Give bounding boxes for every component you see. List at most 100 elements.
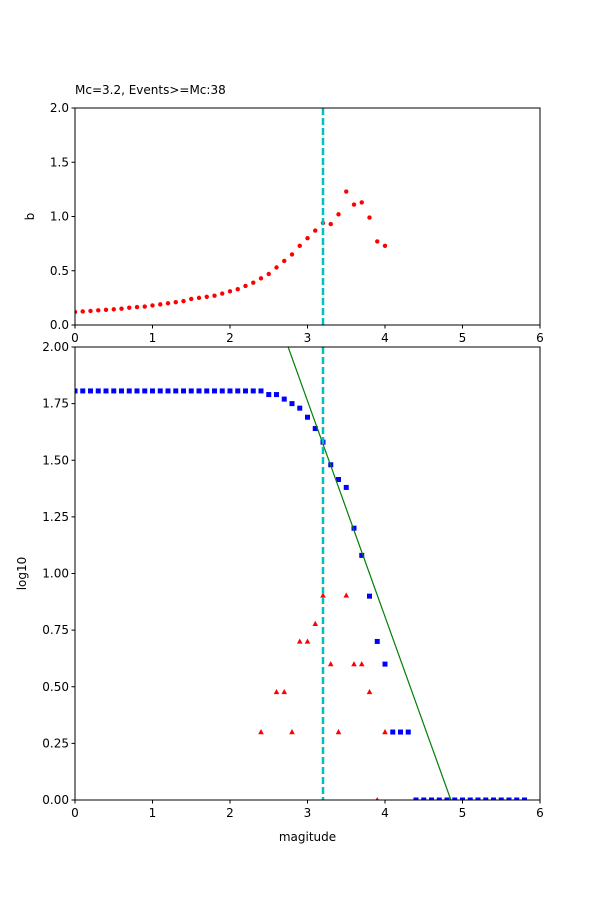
x-tick-label: 4 <box>381 331 389 345</box>
point <box>274 265 279 270</box>
x-tick-label: 1 <box>149 331 157 345</box>
point <box>127 305 132 310</box>
point <box>96 308 101 313</box>
point <box>382 243 388 248</box>
point <box>313 228 318 233</box>
point <box>80 309 85 314</box>
point <box>498 797 504 800</box>
point <box>235 388 241 394</box>
point <box>188 388 194 394</box>
point <box>297 243 302 248</box>
point <box>196 295 202 301</box>
point <box>134 388 140 394</box>
point <box>281 688 288 695</box>
point <box>126 388 132 394</box>
y-axis-label: log10 <box>15 557 29 591</box>
point <box>282 258 287 264</box>
point <box>75 388 78 394</box>
plot-area <box>75 347 527 800</box>
point <box>344 189 349 194</box>
point <box>336 212 341 217</box>
point <box>312 620 319 626</box>
point <box>390 729 396 735</box>
y-tick-label: 1.00 <box>42 567 69 581</box>
point <box>235 286 240 292</box>
point <box>327 661 334 667</box>
point <box>204 294 209 299</box>
point <box>374 638 380 644</box>
x-tick-label: 5 <box>459 331 467 345</box>
chart-title: Mc=3.2, Events>=Mc:38 <box>75 83 226 97</box>
point <box>398 729 403 735</box>
point <box>413 797 419 800</box>
point <box>266 392 272 398</box>
axes-frame <box>74 346 541 801</box>
point <box>173 388 179 394</box>
point <box>274 392 279 398</box>
y-tick-label: 2.0 <box>50 101 69 115</box>
y-tick-label: 1.50 <box>42 453 69 467</box>
point <box>157 388 163 394</box>
y-tick-label: 2.00 <box>42 340 69 354</box>
point <box>452 797 458 800</box>
point <box>196 388 202 394</box>
point <box>111 307 116 312</box>
y-tick-label: 0.25 <box>42 736 69 750</box>
point <box>351 202 357 207</box>
point <box>359 200 364 205</box>
point <box>305 236 310 241</box>
point <box>111 388 117 394</box>
point <box>258 276 264 281</box>
y-tick-label: 0.5 <box>50 264 69 278</box>
point <box>165 388 171 394</box>
point <box>483 797 489 800</box>
point <box>103 307 109 313</box>
point <box>251 280 256 285</box>
point <box>335 729 342 735</box>
x-tick-label: 2 <box>226 331 234 345</box>
point <box>243 388 248 394</box>
point <box>266 271 271 277</box>
point <box>281 396 287 402</box>
y-tick-label: 1.5 <box>50 155 69 169</box>
point <box>181 298 186 304</box>
point <box>289 729 295 735</box>
point <box>475 797 481 800</box>
point <box>312 426 318 432</box>
y-tick-label: 1.25 <box>42 510 69 524</box>
point <box>514 797 520 800</box>
y-tick-label: 0.75 <box>42 623 69 637</box>
point <box>142 388 148 394</box>
point <box>367 215 372 220</box>
fit-line <box>287 347 452 800</box>
point <box>243 283 248 289</box>
point <box>506 797 512 800</box>
x-tick-label: 1 <box>149 806 157 820</box>
point <box>142 304 147 309</box>
y-tick-label: 1.0 <box>50 210 69 224</box>
y-tick-label: 0.0 <box>50 318 69 332</box>
point <box>212 293 217 298</box>
point <box>336 477 341 483</box>
point <box>158 302 163 307</box>
point <box>351 661 357 667</box>
point <box>88 308 93 314</box>
point <box>250 388 256 394</box>
point <box>150 303 155 308</box>
point <box>289 252 295 257</box>
point <box>134 304 140 310</box>
point <box>165 301 171 306</box>
plot-area <box>75 108 388 325</box>
x-tick-label: 6 <box>536 331 544 345</box>
x-tick-label: 5 <box>459 806 467 820</box>
point <box>119 388 124 394</box>
point <box>382 729 388 735</box>
axes-frame <box>74 107 541 326</box>
y-tick-label: 1.75 <box>42 397 69 411</box>
point <box>258 388 264 394</box>
x-tick-label: 3 <box>304 331 312 345</box>
point <box>429 797 434 800</box>
x-tick-label: 0 <box>71 806 79 820</box>
point <box>522 797 527 800</box>
